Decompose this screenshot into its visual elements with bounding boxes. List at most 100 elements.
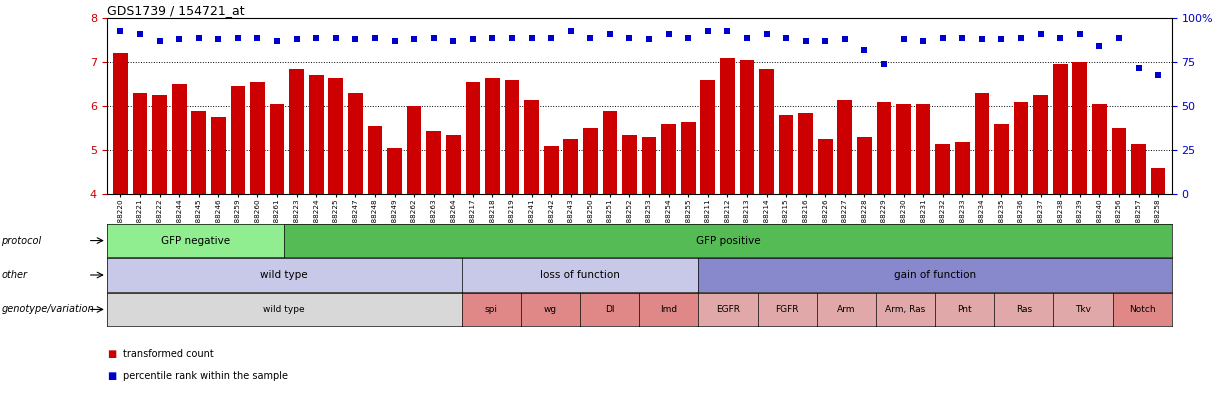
- Point: [521, 34, 541, 41]
- Bar: [524, 100, 539, 194]
- Text: Arm, Ras: Arm, Ras: [886, 305, 925, 314]
- Bar: [1053, 64, 1067, 194]
- Text: Dl: Dl: [605, 305, 615, 314]
- Bar: [955, 142, 969, 194]
- Bar: [329, 78, 344, 194]
- Bar: [113, 53, 128, 194]
- Bar: [133, 93, 147, 194]
- Point: [209, 36, 228, 43]
- Text: ■: ■: [107, 371, 117, 381]
- Bar: [172, 84, 187, 194]
- Bar: [622, 135, 637, 194]
- Point: [561, 27, 580, 34]
- Point: [854, 47, 874, 53]
- Text: FGFR: FGFR: [775, 305, 799, 314]
- Text: other: other: [1, 270, 27, 280]
- Bar: [485, 78, 499, 194]
- Bar: [818, 139, 833, 194]
- Bar: [407, 107, 421, 194]
- Bar: [858, 137, 871, 194]
- Bar: [388, 148, 402, 194]
- Text: wg: wg: [544, 305, 557, 314]
- Text: ■: ■: [107, 349, 117, 358]
- Point: [1050, 34, 1070, 41]
- Text: Arm: Arm: [837, 305, 855, 314]
- Text: gain of function: gain of function: [894, 270, 977, 280]
- Bar: [661, 124, 676, 194]
- Text: wild type: wild type: [260, 270, 308, 280]
- Bar: [1131, 144, 1146, 194]
- Point: [443, 38, 463, 45]
- Point: [385, 38, 405, 45]
- Text: GFP positive: GFP positive: [696, 236, 761, 245]
- Text: percentile rank within the sample: percentile rank within the sample: [123, 371, 287, 381]
- Point: [307, 34, 326, 41]
- Bar: [720, 58, 735, 194]
- Point: [874, 61, 893, 67]
- Bar: [974, 93, 989, 194]
- Point: [679, 34, 698, 41]
- Bar: [1033, 95, 1048, 194]
- Point: [991, 36, 1011, 43]
- Bar: [290, 69, 304, 194]
- Bar: [152, 95, 167, 194]
- Text: GFP negative: GFP negative: [161, 236, 231, 245]
- Bar: [1112, 128, 1126, 194]
- Point: [777, 34, 796, 41]
- Point: [698, 27, 718, 34]
- Point: [659, 31, 679, 37]
- Point: [189, 34, 209, 41]
- Point: [228, 34, 248, 41]
- Bar: [1072, 62, 1087, 194]
- Point: [541, 34, 561, 41]
- Bar: [426, 130, 440, 194]
- Point: [600, 31, 620, 37]
- Text: loss of function: loss of function: [540, 270, 620, 280]
- Bar: [445, 135, 460, 194]
- Text: Imd: Imd: [660, 305, 677, 314]
- Point: [933, 34, 952, 41]
- Point: [893, 36, 913, 43]
- Point: [326, 34, 346, 41]
- Point: [463, 36, 482, 43]
- Point: [150, 38, 169, 45]
- Bar: [681, 122, 696, 194]
- Point: [110, 27, 130, 34]
- Text: wild type: wild type: [264, 305, 306, 314]
- Point: [346, 36, 366, 43]
- Bar: [760, 69, 774, 194]
- Bar: [250, 82, 265, 194]
- Point: [1031, 31, 1050, 37]
- Bar: [876, 102, 891, 194]
- Point: [130, 31, 150, 37]
- Text: GDS1739 / 154721_at: GDS1739 / 154721_at: [107, 4, 244, 17]
- Point: [1070, 31, 1090, 37]
- Text: spi: spi: [485, 305, 498, 314]
- Bar: [583, 128, 598, 194]
- Bar: [602, 111, 617, 194]
- Bar: [368, 126, 383, 194]
- Point: [366, 34, 385, 41]
- Bar: [231, 87, 245, 194]
- Bar: [309, 75, 324, 194]
- Bar: [896, 104, 910, 194]
- Bar: [799, 113, 814, 194]
- Bar: [465, 82, 480, 194]
- Point: [1148, 71, 1168, 78]
- Point: [1090, 43, 1109, 50]
- Point: [757, 31, 777, 37]
- Point: [267, 38, 287, 45]
- Bar: [915, 104, 930, 194]
- Text: Ras: Ras: [1016, 305, 1032, 314]
- Point: [423, 34, 443, 41]
- Bar: [642, 137, 656, 194]
- Bar: [1092, 104, 1107, 194]
- Point: [580, 34, 600, 41]
- Point: [405, 36, 425, 43]
- Bar: [544, 146, 558, 194]
- Bar: [348, 93, 363, 194]
- Bar: [504, 80, 519, 194]
- Bar: [1151, 168, 1166, 194]
- Point: [287, 36, 307, 43]
- Text: EGFR: EGFR: [717, 305, 740, 314]
